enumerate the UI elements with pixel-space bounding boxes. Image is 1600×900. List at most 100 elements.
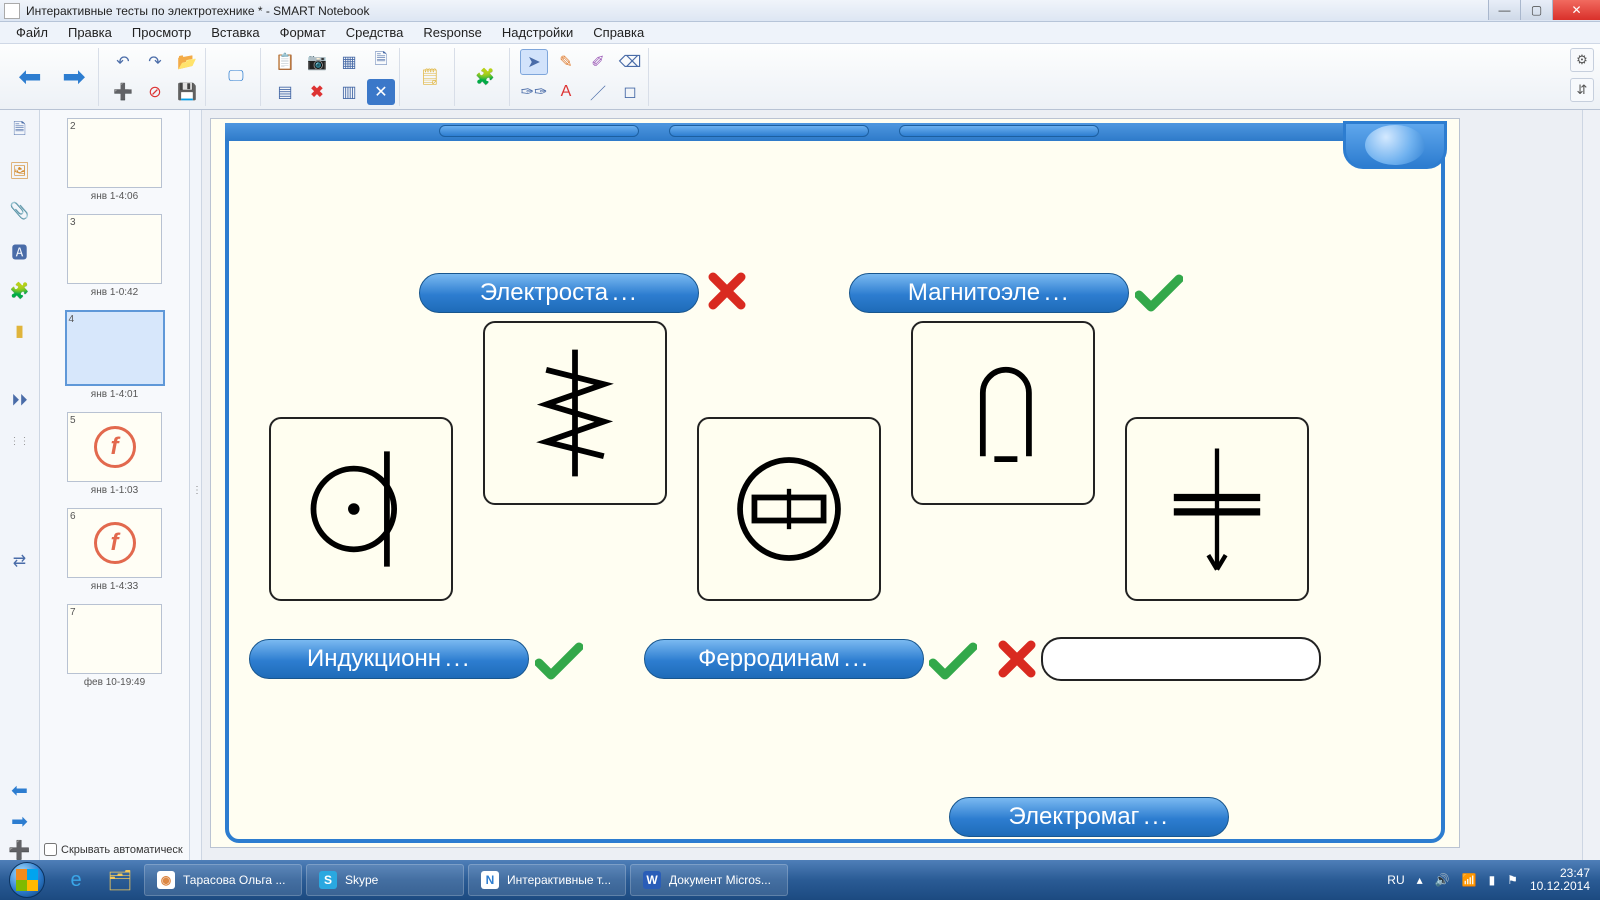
thumb-5[interactable]: 5f янв 1-1:03 <box>46 412 183 496</box>
top-tab <box>899 125 1099 137</box>
battery-icon[interactable]: ▮ <box>1489 873 1496 887</box>
menu-file[interactable]: Файл <box>6 23 58 42</box>
tray-expand-icon[interactable]: ▴ <box>1417 873 1423 887</box>
menu-insert[interactable]: Вставка <box>201 23 269 42</box>
splitter[interactable]: ⋮ <box>190 110 202 860</box>
pen-orange-tool[interactable]: ✎ <box>552 49 580 75</box>
text-tool[interactable]: A <box>552 79 580 105</box>
tab-properties-icon[interactable]: 🅰 <box>9 240 31 262</box>
network-icon[interactable]: 📶 <box>1462 873 1477 887</box>
check-icon <box>929 641 977 681</box>
puzzle-button[interactable]: 🧩 <box>465 57 505 97</box>
start-button[interactable] <box>0 860 54 900</box>
collapse-icon[interactable]: ⏵⏵ <box>9 390 31 412</box>
canvas-area: Электроста... Магнитоэле... <box>202 110 1600 860</box>
page[interactable]: Электроста... Магнитоэле... <box>210 118 1460 848</box>
flag-icon[interactable]: ⚑ <box>1507 873 1518 887</box>
pill-ferrodynamic[interactable]: Ферродинам... <box>644 639 924 679</box>
paste-button[interactable]: 📋 <box>271 49 299 75</box>
minimize-button[interactable]: — <box>1488 0 1520 20</box>
card-circle-dot[interactable] <box>269 417 453 601</box>
menu-help[interactable]: Справка <box>583 23 654 42</box>
pill-induction[interactable]: Индукционн... <box>249 639 529 679</box>
menu-edit[interactable]: Правка <box>58 23 122 42</box>
tab-addon-icon[interactable]: 🧩 <box>9 280 31 302</box>
thumb-3[interactable]: 3 янв 1-0:42 <box>46 214 183 298</box>
card-magnet[interactable] <box>911 321 1095 505</box>
volume-icon[interactable]: 🔊 <box>1435 873 1450 887</box>
add-page-icon[interactable]: ➕ <box>8 840 30 861</box>
camera-button[interactable]: 📷 <box>303 49 331 75</box>
prev-page-arrow-icon[interactable]: ⬅ <box>11 778 28 803</box>
undo-button[interactable]: ↶ <box>109 49 137 75</box>
lang-indicator[interactable]: RU <box>1387 873 1404 887</box>
card-circle-rect[interactable] <box>697 417 881 601</box>
menu-view[interactable]: Просмотр <box>122 23 201 42</box>
close-button[interactable]: ✕ <box>1552 0 1600 20</box>
card-zigzag[interactable] <box>483 321 667 505</box>
line-tool[interactable]: ／ <box>584 79 612 105</box>
swap-icon[interactable]: ⇄ <box>9 550 31 572</box>
delete-page-button[interactable]: ⊘ <box>141 79 169 105</box>
pens-tool[interactable]: ✑✑ <box>520 79 548 105</box>
pinned-explorer-icon[interactable]: 🗂 <box>98 860 142 900</box>
pill-electromagnetic[interactable]: Электромаг... <box>949 797 1229 837</box>
redo-button[interactable]: ↷ <box>141 49 169 75</box>
dots-icon: ⋮⋮ <box>9 430 31 452</box>
tab-gallery-icon[interactable]: 🖼 <box>9 160 31 182</box>
save-button[interactable]: 💾 <box>173 79 201 105</box>
pill-empty[interactable] <box>1041 637 1321 681</box>
task-word[interactable]: WДокумент Micros... <box>630 864 788 896</box>
menu-addins[interactable]: Надстройки <box>492 23 583 42</box>
menu-format[interactable]: Формат <box>270 23 336 42</box>
thumb-7[interactable]: 7 фев 10-19:49 <box>46 604 183 688</box>
grid-button[interactable]: ▥ <box>335 79 363 105</box>
next-page-arrow-icon[interactable]: ➡ <box>11 809 28 834</box>
screen-shade-button[interactable]: ▤ <box>271 79 299 105</box>
delete-button[interactable]: ✖ <box>303 79 331 105</box>
screen-button[interactable]: 🖵 <box>216 57 256 97</box>
open-button[interactable]: 📂 <box>173 49 201 75</box>
menu-response[interactable]: Response <box>413 23 492 42</box>
select-tool[interactable]: ➤ <box>520 49 548 75</box>
thumb-4[interactable]: 4 янв 1-4:01 <box>46 310 183 400</box>
close-tool-button[interactable]: ✕ <box>367 79 395 105</box>
task-chrome[interactable]: ◉Тарасова Ольга ... <box>144 864 302 896</box>
tab-response-icon[interactable]: ▮ <box>9 320 31 342</box>
task-smart[interactable]: NИнтерактивные т... <box>468 864 626 896</box>
pill-electrostatic[interactable]: Электроста... <box>419 273 699 313</box>
pen-purple-tool[interactable]: ✐ <box>584 49 612 75</box>
menu-bar: Файл Правка Просмотр Вставка Формат Сред… <box>0 22 1600 44</box>
table-button[interactable]: ▦ <box>335 49 363 75</box>
title-bar: Интерактивные тесты по электротехнике * … <box>0 0 1600 22</box>
pinned-ie-icon[interactable]: e <box>54 860 98 900</box>
note-button[interactable]: 🗒 <box>410 57 450 97</box>
page-sorter: 2 янв 1-4:06 3 янв 1-0:42 4 янв 1-4:01 5… <box>40 110 190 860</box>
settings-gear-icon[interactable]: ⚙ <box>1570 48 1594 72</box>
document-button[interactable]: 🗎 <box>367 49 395 75</box>
maximize-button[interactable]: ▢ <box>1520 0 1552 20</box>
word-icon: W <box>643 871 661 889</box>
vertical-scrollbar[interactable] <box>1582 110 1600 860</box>
shape-tool[interactable]: ◻ <box>616 79 644 105</box>
cross-icon <box>707 271 747 311</box>
check-icon <box>1135 273 1183 313</box>
clock[interactable]: 23:47 10.12.2014 <box>1530 867 1590 893</box>
pill-magnetoelectric[interactable]: Магнитоэле... <box>849 273 1129 313</box>
back-button[interactable]: ⬅ <box>10 57 50 97</box>
thumb-6[interactable]: 6f янв 1-4:33 <box>46 508 183 592</box>
card-capacitor-arrow[interactable] <box>1125 417 1309 601</box>
tab-pages-icon[interactable]: 🗎 <box>9 120 31 142</box>
menu-tools[interactable]: Средства <box>336 23 414 42</box>
move-toolbar-icon[interactable]: ⇵ <box>1570 78 1594 102</box>
eraser-tool[interactable]: ⌫ <box>616 49 644 75</box>
tab-attach-icon[interactable]: 📎 <box>9 200 31 222</box>
auto-hide-checkbox[interactable] <box>44 843 57 856</box>
skype-icon: S <box>319 871 337 889</box>
forward-button[interactable]: ➡ <box>54 57 94 97</box>
task-skype[interactable]: SSkype <box>306 864 464 896</box>
thumb-2[interactable]: 2 янв 1-4:06 <box>46 118 183 202</box>
chrome-icon: ◉ <box>157 871 175 889</box>
top-circle <box>1343 121 1447 169</box>
new-page-button[interactable]: ➕ <box>109 79 137 105</box>
